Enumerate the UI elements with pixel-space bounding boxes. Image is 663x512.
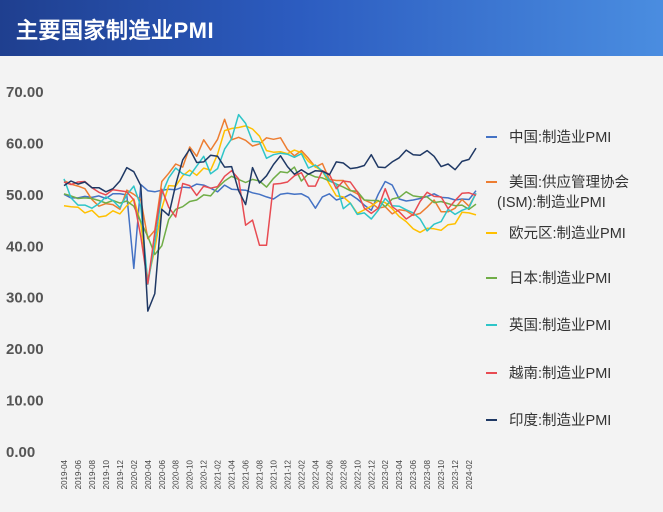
series-line-7: [63, 147, 477, 312]
legend-label: 日本:制造业PMI: [509, 270, 611, 287]
y-tick-label: 0.00: [6, 444, 35, 461]
x-tick-label: 2019-08: [88, 459, 97, 489]
x-axis: 2019-04 2019-06 2019-08 2019-10 2019-12 2020-…: [60, 459, 474, 489]
legend-label: 欧元区:制造业PMI: [509, 225, 626, 242]
x-tick-label: 2020-10: [186, 459, 195, 489]
x-tick-label: 2022-06: [325, 459, 334, 489]
x-tick-label: 2021-04: [228, 459, 237, 489]
x-tick-label: 2023-08: [423, 459, 432, 489]
header-banner: 主要国家制造业PMI: [0, 0, 663, 56]
x-tick-label: 2023-04: [395, 459, 404, 489]
series-line-2: [63, 118, 477, 240]
x-tick-label: 2021-10: [269, 459, 278, 489]
y-tick-label: 20.00: [6, 341, 44, 358]
x-tick-label: 2021-06: [242, 459, 251, 489]
x-tick-label: 2019-10: [102, 459, 111, 489]
x-tick-label: 2021-12: [283, 459, 292, 489]
x-tick-label: 2020-02: [130, 459, 139, 489]
x-tick-label: 2023-02: [381, 459, 390, 489]
y-tick-label: 30.00: [6, 290, 44, 307]
x-tick-label: 2022-12: [367, 459, 376, 489]
x-tick-label: 2021-08: [256, 459, 265, 489]
legend-label: 印度:制造业PMI: [509, 412, 611, 429]
y-axis: 0.00 10.00 20.00 30.00 40.00 50.00 60.00 70.00: [6, 84, 44, 461]
legend-label: 美国:供应管理协会(ISM):制造业PMI: [497, 173, 629, 211]
x-tick-label: 2022-10: [353, 459, 362, 489]
x-tick-label: 2019-04: [60, 459, 69, 489]
y-tick-label: 70.00: [6, 84, 44, 101]
x-tick-label: 2020-12: [200, 459, 209, 489]
y-tick-label: 60.00: [6, 135, 44, 152]
series-line-5: [63, 113, 477, 286]
x-tick-label: 2020-06: [158, 459, 167, 489]
x-tick-label: 2022-08: [339, 459, 348, 489]
x-tick-label: 2019-06: [74, 459, 83, 489]
x-tick-label: 2023-06: [409, 459, 418, 489]
page-title: 主要国家制造业PMI: [16, 18, 215, 43]
legend-label: 中国:制造业PMI: [509, 129, 611, 146]
x-tick-label: 2019-12: [116, 459, 125, 489]
pmi-line-chart: 0.0010.0020.0030.0040.0050.0060.0070.00 …: [6, 84, 629, 489]
legend-label: 越南:制造业PMI: [509, 365, 611, 382]
x-tick-label: 2023-12: [451, 459, 460, 489]
series-line-3: [63, 125, 477, 281]
x-tick-label: 2023-10: [437, 459, 446, 489]
y-tick-label: 50.00: [6, 187, 44, 204]
legend: 中国:制造业PMI 美国:供应管理协会(ISM):制造业PMI 欧元区:制造业PMI…: [486, 129, 629, 429]
series-line-6: [63, 169, 477, 285]
x-tick-label: 2020-08: [172, 459, 181, 489]
x-tick-label: 2020-04: [144, 459, 153, 489]
y-tick-label: 10.00: [6, 393, 44, 410]
series-line-4: [63, 166, 477, 256]
legend-label: 英国:制造业PMI: [509, 316, 611, 334]
x-tick-label: 2022-04: [311, 459, 320, 489]
x-tick-label: 2024-02: [465, 459, 474, 489]
x-tick-label: 2022-02: [297, 459, 306, 489]
y-tick-label: 40.00: [6, 238, 44, 255]
series-lines: [63, 113, 477, 312]
series-line-1: [63, 180, 477, 270]
x-tick-label: 2021-02: [214, 459, 223, 489]
